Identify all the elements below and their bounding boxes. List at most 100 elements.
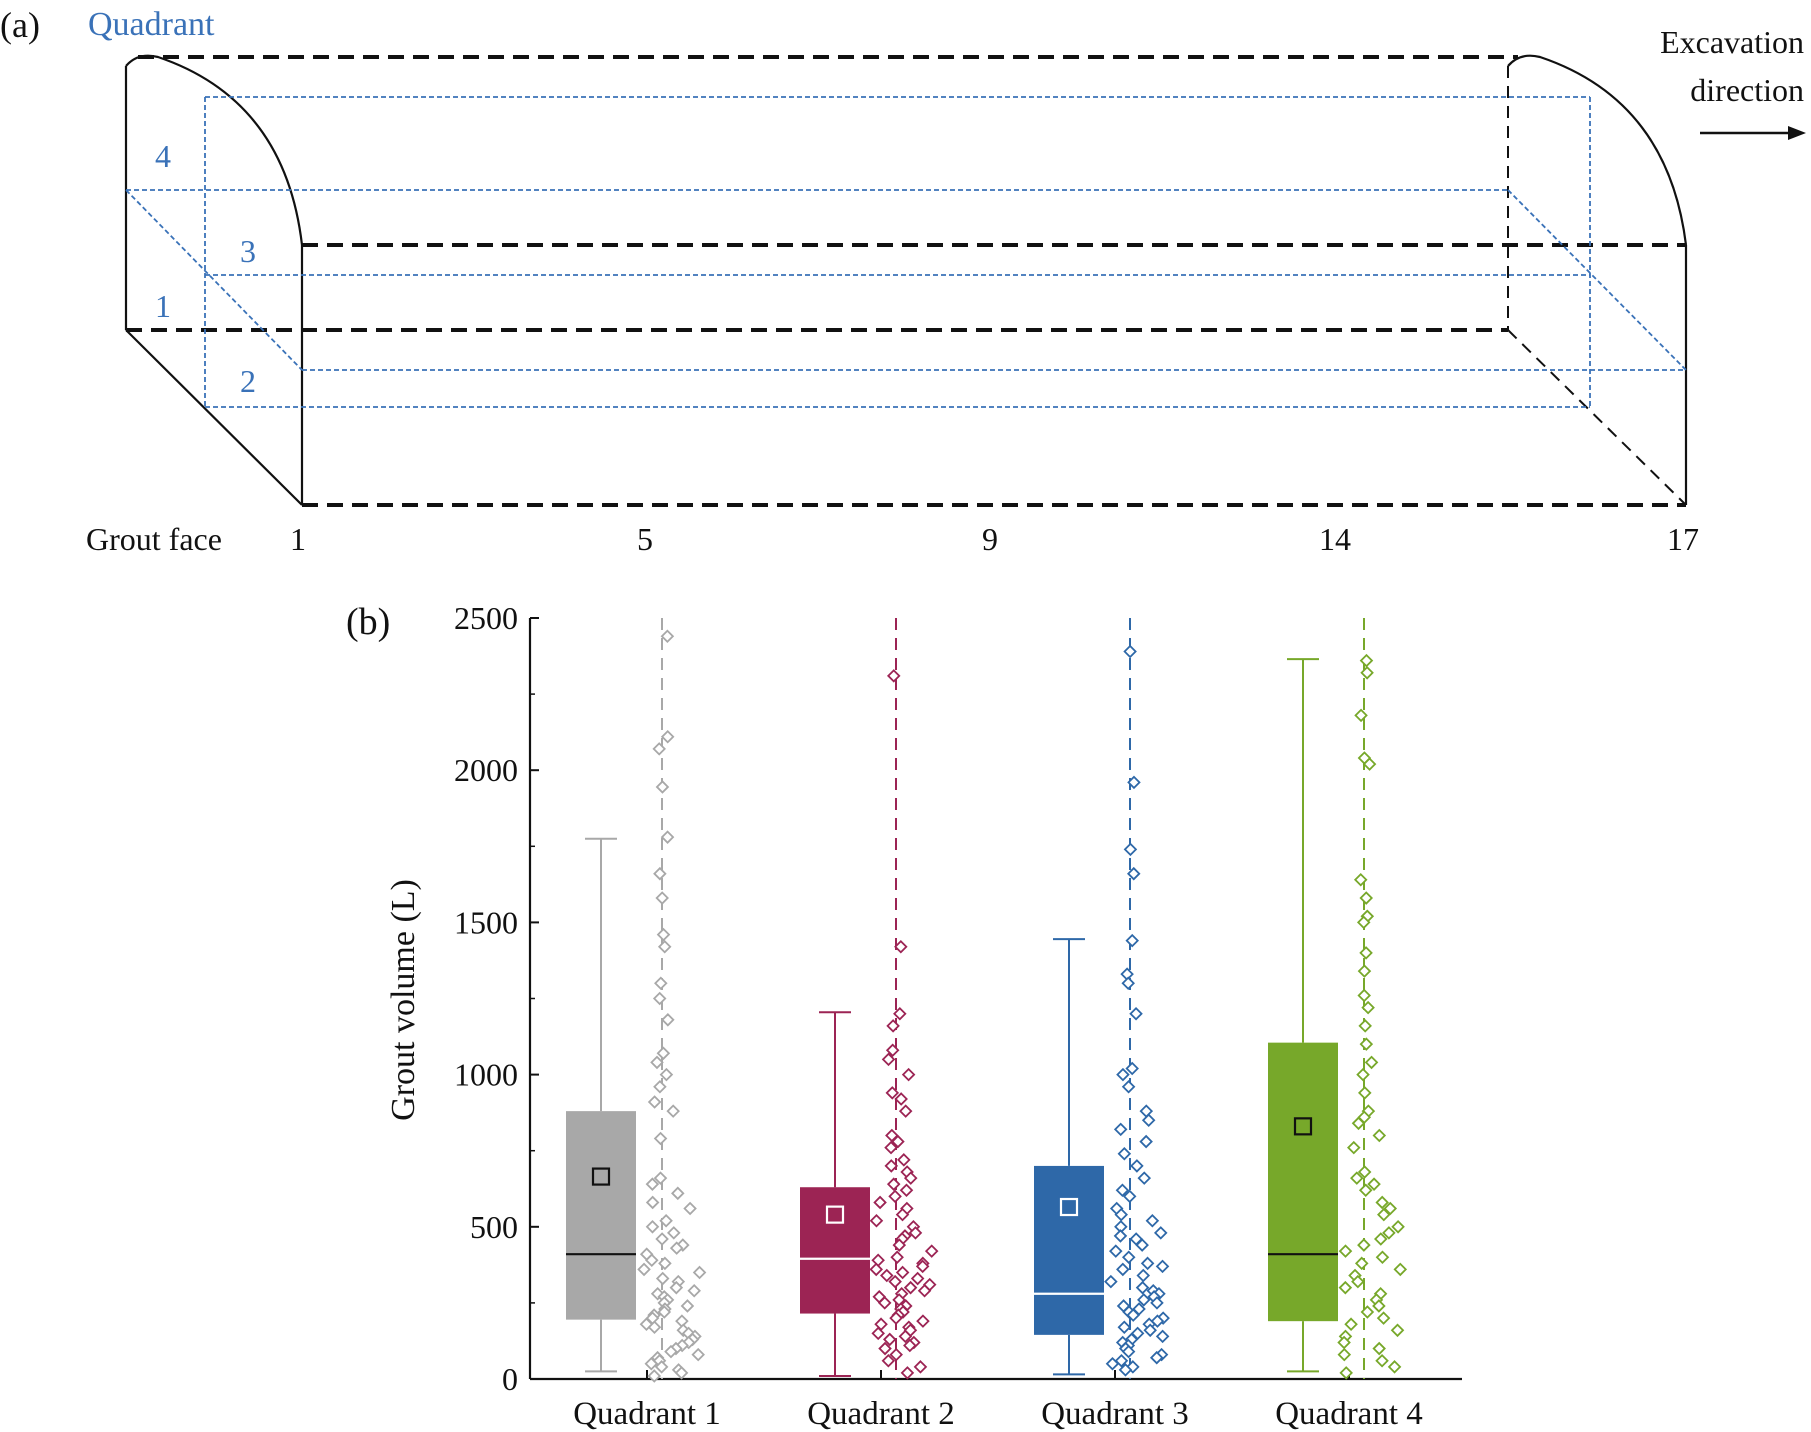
data-point: [1358, 1019, 1372, 1033]
data-point: [653, 1171, 668, 1185]
data-point: [884, 1140, 898, 1155]
data-point: [1360, 1305, 1375, 1319]
face-tick-14: 14: [1319, 521, 1351, 557]
data-point: [1116, 1262, 1130, 1277]
data-point: [1367, 1177, 1381, 1191]
data-point: [1139, 1134, 1153, 1149]
data-point: [1135, 1238, 1149, 1252]
excavation-direction: Excavation direction: [1660, 24, 1806, 140]
data-point: [644, 1357, 659, 1371]
data-point: [1360, 666, 1374, 680]
data-point: [1153, 1226, 1168, 1240]
y-tick-label: 500: [470, 1209, 518, 1245]
data-point: [894, 939, 908, 954]
x-tick-label-quadrant-4: Quadrant 4: [1275, 1396, 1423, 1432]
data-point: [1359, 1037, 1374, 1051]
face-tick-9: 9: [982, 521, 998, 557]
panel-a-label: (a): [0, 5, 40, 45]
data-point: [1117, 1146, 1132, 1161]
data-point: [908, 1226, 923, 1240]
data-point: [898, 1329, 913, 1344]
data-point: [903, 1338, 917, 1353]
data-point: [655, 1271, 670, 1286]
y-tick-label: 2500: [454, 600, 518, 636]
data-point: [886, 669, 901, 683]
face-tick-5: 5: [637, 521, 653, 557]
data-point: [654, 1360, 669, 1374]
data-point: [1137, 1293, 1151, 1307]
data-point: [1116, 1067, 1130, 1082]
y-tick-label: 1000: [454, 1057, 518, 1093]
boxplot-panel: (b) Grout volume (L) 0 500 1000 1500 2000 250…: [346, 600, 1462, 1432]
iqr-box: [566, 1111, 636, 1320]
data-point: [1383, 1201, 1398, 1216]
data-point: [1104, 1274, 1118, 1289]
data-point: [1337, 1347, 1352, 1362]
end-arch: [1507, 54, 1688, 246]
data-point: [869, 1262, 883, 1277]
data-point: [903, 1280, 918, 1295]
data-point: [647, 1095, 662, 1109]
data-point: [869, 1213, 884, 1228]
data-point: [1130, 1159, 1144, 1173]
data-point: [660, 629, 675, 644]
data-point: [897, 1153, 911, 1167]
data-point: [683, 1201, 697, 1216]
face-ticks: 1 5 9 14 17: [290, 521, 1699, 557]
y-axis: 0 500 1000 1500 2000 2500: [454, 600, 539, 1397]
data-point: [680, 1299, 695, 1313]
data-point: [645, 1195, 660, 1210]
data-point: [1113, 1122, 1128, 1137]
data-point: [1121, 976, 1135, 991]
data-point: [877, 1296, 892, 1310]
data-point: [637, 1262, 651, 1277]
data-point: [903, 1171, 918, 1185]
data-point: [900, 1366, 915, 1380]
data-point: [647, 1369, 662, 1383]
data-point: [652, 991, 667, 1006]
data-point: [659, 1067, 674, 1082]
excavation-label-line2: direction: [1690, 72, 1804, 108]
data-point: [653, 1131, 668, 1146]
data-point: [1135, 1280, 1150, 1295]
data-point: [1109, 1244, 1123, 1258]
data-point: [1359, 946, 1373, 960]
face-tick-17: 17: [1667, 521, 1699, 557]
mean-marker: [1059, 1197, 1079, 1217]
data-point: [1353, 873, 1368, 887]
quadrant-divisions: [125, 96, 1687, 408]
data-point: [873, 1195, 887, 1210]
excavation-label-line1: Excavation: [1660, 24, 1804, 60]
data-point: [691, 1347, 705, 1362]
panel-b-label: (b): [346, 601, 390, 643]
data-point: [653, 866, 667, 881]
data-point: [1122, 1189, 1137, 1204]
direction-arrow-head: [1788, 126, 1806, 140]
data-point: [886, 1019, 900, 1033]
data-point: [669, 1280, 684, 1295]
data-point: [1372, 1341, 1386, 1356]
data-point: [898, 1104, 913, 1118]
data-point: [889, 1347, 903, 1362]
data-point: [658, 1256, 672, 1271]
data-point: [885, 1086, 900, 1100]
x-axis: Quadrant 1 Quadrant 2 Quadrant 3 Quadrant 4: [530, 1370, 1462, 1432]
data-point: [913, 1360, 928, 1374]
data-point: [674, 1366, 689, 1380]
data-point: [1357, 1165, 1372, 1179]
y-tick-label: 0: [502, 1361, 518, 1397]
x-tick-label-quadrant-1: Quadrant 1: [573, 1396, 721, 1432]
data-point: [1115, 1183, 1130, 1198]
mean-marker: [1293, 1117, 1313, 1136]
data-point: [881, 1353, 896, 1368]
y-tick-label: 2000: [454, 752, 518, 788]
data-point: [645, 1220, 660, 1234]
data-point: [645, 1177, 660, 1191]
data-point: [1117, 1320, 1132, 1335]
end-horizontal-diagonal: [1507, 189, 1687, 371]
data-point: [1136, 1268, 1151, 1283]
data-point: [1354, 1256, 1369, 1271]
quadrant-2-group: [800, 618, 939, 1380]
data-point: [871, 1253, 885, 1268]
